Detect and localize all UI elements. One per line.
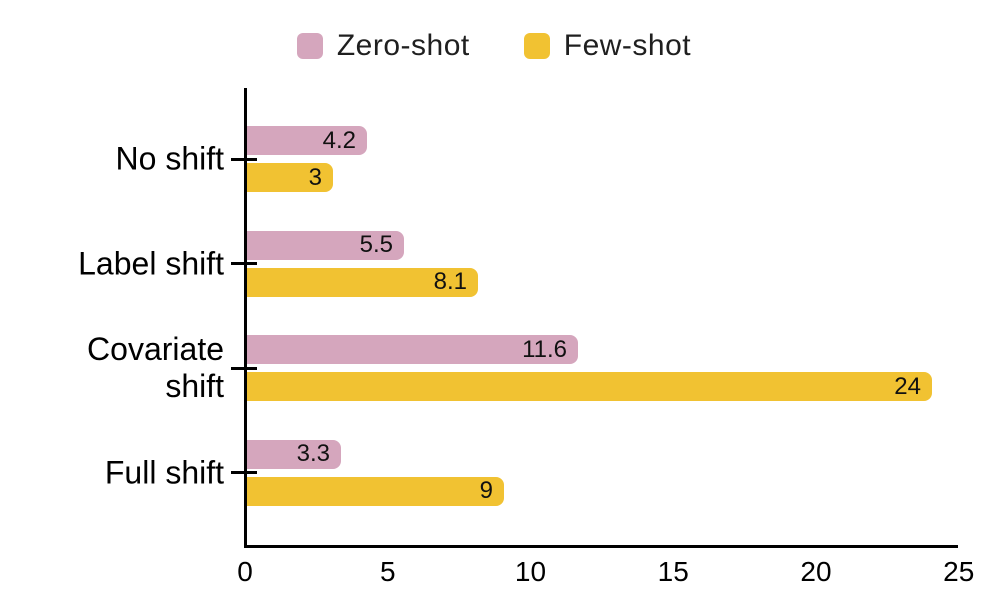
category-label-full-shift: Full shift [104,454,224,491]
bar-zero-shot-covariate-shift: 11.6 [247,335,578,364]
y-axis-line [244,88,247,548]
bar-value-label: 4.2 [322,126,356,154]
bar-few-shot-label-shift: 8.1 [247,267,478,297]
category-tick-no-shift [231,157,257,161]
x-tick-label-25: 25 [943,556,975,587]
legend-item-zero-shot: Zero-shot [296,29,470,63]
category-label-no-shift: No shift [115,140,224,177]
category-tick-covariate-shift [231,366,257,370]
category-label-label-shift: Label shift [78,245,224,282]
bar-zero-shot-full-shift: 3.3 [247,439,341,469]
x-axis-line [244,545,958,548]
x-tick-label-15: 15 [657,556,689,587]
bar-value-label: 5.5 [359,231,393,258]
bar-few-shot-full-shift: 9 [247,476,504,506]
bar-value-label: 8.1 [433,268,467,295]
legend: Zero-shot Few-shot [0,24,988,68]
bar-zero-shot-label-shift: 5.5 [247,230,404,260]
category-tick-full-shift [231,471,257,474]
x-tick-label-10: 10 [514,556,547,587]
legend-label-zero-shot: Zero-shot [336,29,470,62]
legend-swatch-few-shot-icon [523,33,550,59]
legend-item-few-shot: Few-shot [523,29,692,63]
x-tick-label-20: 20 [800,556,832,587]
category-tick-label-shift [231,262,257,265]
bar-zero-shot-no-shift: 4.2 [247,126,367,155]
legend-swatch-zero-shot-icon [296,33,323,59]
bar-value-label: 3 [308,163,322,191]
bar-value-label: 11.6 [522,335,567,363]
category-label-covariate-shift: Covariate shift [87,331,224,404]
bar-few-shot-covariate-shift: 24 [247,372,932,401]
bar-value-label: 3.3 [296,440,330,467]
x-tick-label-5: 5 [379,556,396,587]
bar-value-label: 9 [479,477,493,504]
legend-label-few-shot: Few-shot [563,29,692,62]
bar-few-shot-no-shift: 3 [247,163,333,192]
x-tick-label-0: 0 [237,556,253,587]
bar-value-label: 24 [894,372,921,400]
